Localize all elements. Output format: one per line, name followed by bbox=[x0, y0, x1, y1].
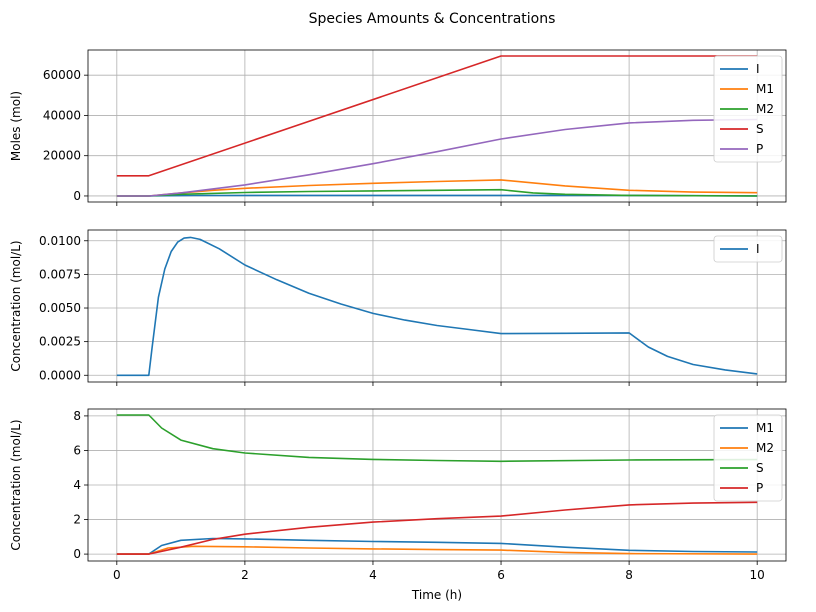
y-tick-label: 0.0075 bbox=[39, 267, 81, 281]
legend-label-s: S bbox=[756, 122, 764, 136]
y-axis-label: Concentration (mol/L) bbox=[9, 419, 23, 550]
series-group bbox=[116, 414, 758, 555]
legend-label-m2: M2 bbox=[756, 102, 774, 116]
panel-1: 0 20000 40000 60000 Moles (mol) I M1 M2 SP bbox=[9, 49, 787, 206]
axes-frame bbox=[87, 229, 787, 383]
x-tick-label: 10 bbox=[750, 568, 765, 582]
y-tick-label: 0.0025 bbox=[39, 335, 81, 349]
series-line-m1 bbox=[116, 537, 758, 555]
legend-label-s: S bbox=[756, 461, 764, 475]
y-tick-label: 0.0000 bbox=[39, 368, 81, 382]
x-tick-label: 2 bbox=[241, 568, 249, 582]
figure-title: Species Amounts & Concentrations bbox=[309, 11, 556, 27]
axes-frame bbox=[87, 408, 787, 562]
legend-label-i: I bbox=[756, 62, 760, 76]
legend-box bbox=[713, 414, 783, 502]
y-tick-label: 0.0050 bbox=[39, 301, 81, 315]
axes-frame bbox=[87, 49, 787, 203]
y-tick-label: 6 bbox=[73, 443, 81, 457]
series-line-s bbox=[116, 414, 758, 463]
y-tick-label: 2 bbox=[73, 513, 81, 527]
series-line-m2 bbox=[116, 545, 758, 555]
series-group bbox=[116, 236, 758, 377]
legend: I bbox=[713, 235, 783, 263]
x-tick-label: 4 bbox=[369, 568, 377, 582]
x-axis-label: Time (h) bbox=[411, 588, 462, 602]
legend: I M1 M2 SP bbox=[713, 55, 783, 163]
series-line-i bbox=[116, 236, 758, 377]
series-line-m2 bbox=[116, 188, 758, 197]
series-line-p bbox=[116, 118, 758, 197]
legend-label-i: I bbox=[756, 242, 760, 256]
y-tick-label: 40000 bbox=[43, 108, 81, 122]
panel-3: 0 2 4 6 8 0 2 4 6 8 10 Concentration (mol/L) Time (h… bbox=[9, 408, 787, 602]
series-line-s bbox=[116, 55, 758, 177]
series-group bbox=[116, 55, 758, 197]
y-tick-label: 0 bbox=[73, 547, 81, 561]
legend: M1 M2 SP bbox=[713, 414, 783, 502]
panel-2: 0.0000 0.0025 0.0050 0.0075 0.0100 Concentrat… bbox=[9, 229, 787, 386]
legend-label-m1: M1 bbox=[756, 421, 774, 435]
x-tick-label: 0 bbox=[113, 568, 121, 582]
y-tick-label: 4 bbox=[73, 478, 81, 492]
y-tick-label: 0.0100 bbox=[39, 234, 81, 248]
y-tick-label: 60000 bbox=[43, 68, 81, 82]
y-tick-label: 0 bbox=[73, 189, 81, 203]
y-tick-label: 20000 bbox=[43, 149, 81, 163]
y-axis-label: Moles (mol) bbox=[9, 91, 23, 161]
y-tick-label: 8 bbox=[73, 409, 81, 423]
x-tick-label: 8 bbox=[625, 568, 633, 582]
legend-label-m1: M1 bbox=[756, 82, 774, 96]
y-axis-label: Concentration (mol/L) bbox=[9, 240, 23, 371]
series-line-p bbox=[116, 501, 758, 555]
x-tick-label: 6 bbox=[497, 568, 505, 582]
legend-label-p: P bbox=[756, 142, 763, 156]
legend-label-p: P bbox=[756, 481, 763, 495]
legend-label-m2: M2 bbox=[756, 441, 774, 455]
